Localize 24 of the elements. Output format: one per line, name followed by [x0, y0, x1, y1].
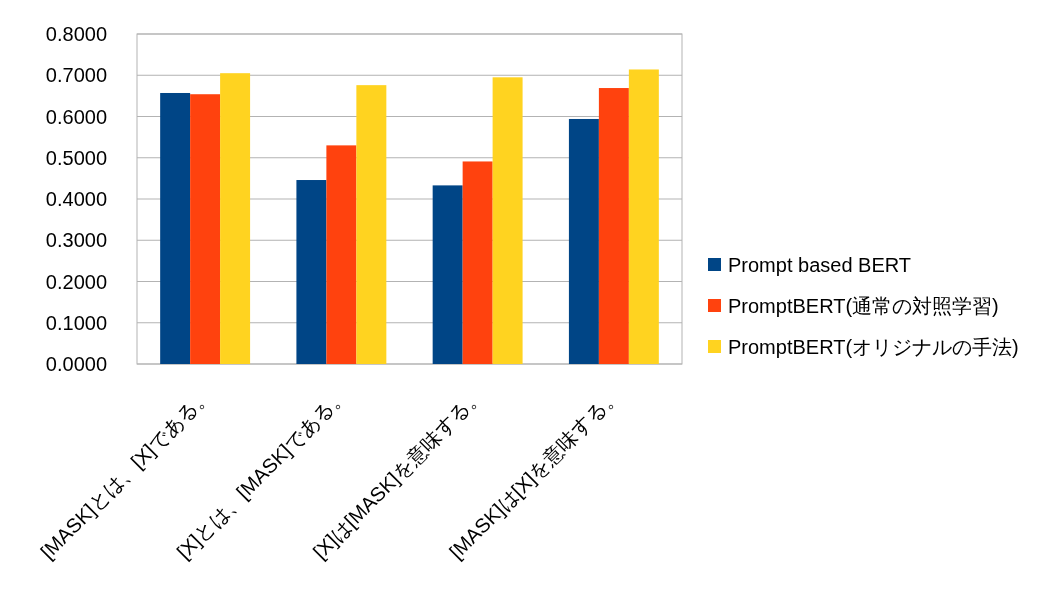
y-tick-label: 0.7000 — [45, 64, 107, 87]
bar — [568, 118, 599, 364]
bar — [326, 145, 357, 364]
legend-label: PromptBERT(オリジナルの手法) — [728, 336, 1019, 358]
bar — [598, 88, 629, 364]
bar — [160, 92, 191, 364]
y-tick-label: 0.8000 — [45, 23, 107, 45]
bar — [220, 73, 251, 364]
legend-label: PromptBERT(通常の対照学習) — [728, 295, 999, 317]
y-tick-label: 0.1000 — [45, 311, 107, 334]
bar — [432, 185, 463, 364]
bar — [492, 77, 523, 364]
bar — [628, 69, 659, 364]
bar — [296, 180, 327, 364]
bar — [462, 161, 493, 364]
y-tick-label: 0.6000 — [45, 105, 107, 128]
bar — [356, 85, 387, 364]
legend-label: Prompt based BERT — [728, 254, 912, 276]
y-tick-label: 0.3000 — [45, 229, 107, 252]
y-tick-label: 0.4000 — [45, 188, 107, 210]
bar — [190, 94, 221, 364]
y-tick-label: 0.5000 — [45, 146, 107, 169]
y-tick-label: 0.2000 — [45, 270, 107, 293]
y-tick-label: 0.0000 — [45, 353, 107, 375]
